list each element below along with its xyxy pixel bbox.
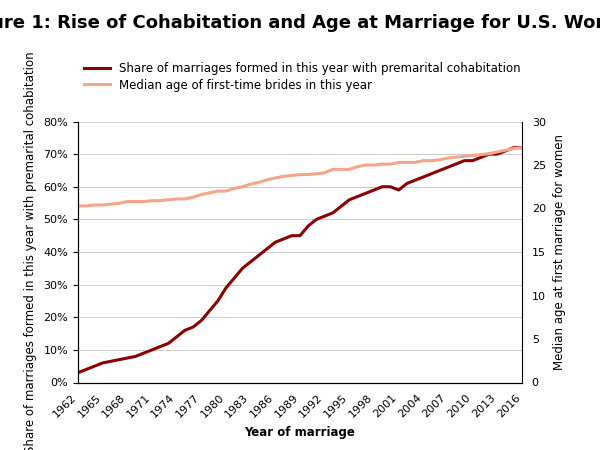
- Legend: Share of marriages formed in this year with premarital cohabitation, Median age : Share of marriages formed in this year w…: [84, 62, 521, 92]
- Y-axis label: Median age at first marriage for women: Median age at first marriage for women: [553, 134, 566, 370]
- Y-axis label: Share of marriages formed in this year with premarital cohabitation: Share of marriages formed in this year w…: [23, 51, 37, 450]
- X-axis label: Year of marriage: Year of marriage: [245, 426, 355, 439]
- Text: Figure 1: Rise of Cohabitation and Age at Marriage for U.S. Women: Figure 1: Rise of Cohabitation and Age a…: [0, 14, 600, 32]
